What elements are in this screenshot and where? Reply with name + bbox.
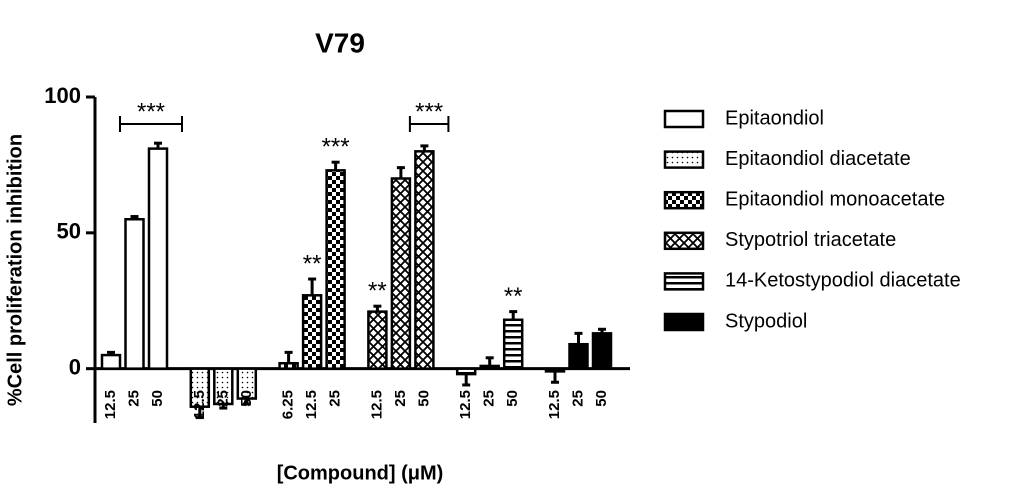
significance-label: *** bbox=[137, 98, 165, 125]
x-tick-label: 25 bbox=[214, 390, 231, 407]
significance-label: ** bbox=[504, 283, 523, 310]
significance-label: *** bbox=[322, 134, 350, 161]
x-tick-label: 25 bbox=[569, 390, 586, 407]
x-axis-label: [Compound] (μM) bbox=[277, 462, 444, 484]
bar bbox=[390, 177, 412, 370]
x-tick-label: 25 bbox=[125, 390, 142, 407]
bar bbox=[100, 353, 122, 370]
bar bbox=[147, 147, 169, 370]
legend-label: Stypodiol bbox=[725, 310, 807, 332]
legend-label: 14-Ketostypodiol diacetate bbox=[725, 270, 961, 292]
bar bbox=[544, 367, 566, 373]
legend-label: Epitaondiol diacetate bbox=[725, 148, 911, 170]
legend-label: Epitaondiol bbox=[725, 107, 824, 129]
x-tick-label: 50 bbox=[415, 390, 432, 407]
chart-title: V79 bbox=[315, 27, 365, 58]
x-tick-label: 50 bbox=[149, 390, 166, 407]
x-tick-label: 50 bbox=[593, 390, 610, 407]
legend-swatch bbox=[663, 272, 705, 291]
bar bbox=[591, 332, 613, 370]
legend-label: Epitaondiol monoacetate bbox=[725, 188, 945, 210]
legend-swatch bbox=[663, 109, 705, 129]
x-tick-label: 12.5 bbox=[457, 390, 474, 419]
bar bbox=[502, 318, 524, 370]
x-tick-label: 12.5 bbox=[191, 390, 208, 419]
y-tick-label: 100 bbox=[44, 83, 81, 108]
bar bbox=[367, 310, 388, 370]
x-tick-label: 25 bbox=[327, 390, 344, 407]
bar bbox=[568, 342, 589, 370]
bar bbox=[414, 150, 435, 370]
bar bbox=[124, 218, 145, 370]
significance-bracket bbox=[119, 116, 183, 132]
bar bbox=[189, 367, 211, 408]
x-tick-label: 25 bbox=[392, 390, 409, 407]
x-tick-label: 25 bbox=[481, 390, 498, 407]
x-tick-label: 12.5 bbox=[303, 390, 320, 419]
legend-label: Stypotriol triacetate bbox=[725, 229, 896, 251]
significance-label: ** bbox=[303, 250, 322, 277]
x-tick-label: 12.5 bbox=[546, 390, 563, 419]
bar bbox=[325, 169, 346, 370]
significance-bracket bbox=[408, 116, 450, 132]
significance-label: *** bbox=[415, 98, 443, 125]
bar bbox=[301, 294, 323, 370]
legend-swatch bbox=[663, 312, 705, 332]
significance-label: ** bbox=[368, 278, 387, 305]
bar bbox=[479, 364, 500, 370]
bar bbox=[278, 361, 299, 370]
y-tick-label: 50 bbox=[57, 219, 81, 244]
y-axis-label: %Cell proliferation inhibition bbox=[4, 134, 26, 406]
legend-swatch bbox=[663, 190, 705, 210]
x-tick-label: 12.5 bbox=[102, 390, 119, 419]
bar bbox=[455, 367, 477, 376]
x-tick-label: 50 bbox=[238, 390, 255, 407]
y-tick-label: 0 bbox=[69, 354, 81, 379]
legend-swatch bbox=[663, 150, 705, 169]
legend-swatch bbox=[663, 231, 705, 251]
x-tick-label: 6.25 bbox=[280, 390, 297, 419]
x-tick-label: 12.5 bbox=[368, 390, 385, 419]
x-tick-label: 50 bbox=[504, 390, 521, 407]
